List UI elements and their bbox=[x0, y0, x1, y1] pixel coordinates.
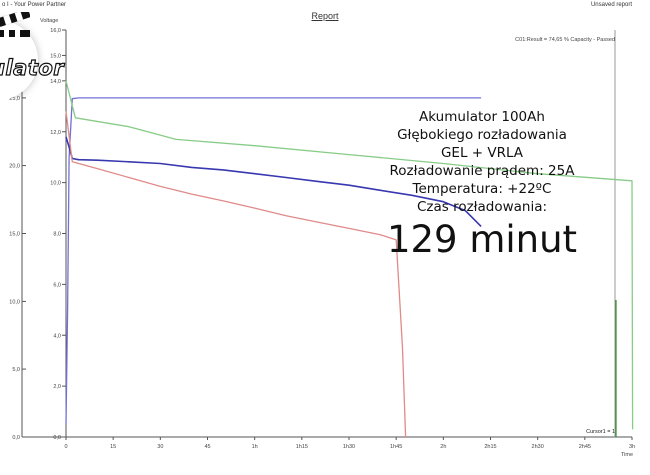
y-tick-label: 8,0 bbox=[53, 232, 61, 238]
cursor-label: Cursor1 = 1 bbox=[586, 429, 615, 435]
y2-tick-label: 0,0 bbox=[12, 435, 20, 441]
x-axis-label: Time bbox=[621, 452, 633, 458]
logo: ulator bbox=[0, 12, 85, 98]
x-tick-label: 30 bbox=[157, 444, 163, 450]
series-line-4 bbox=[65, 111, 407, 438]
info-temperature: Temperatura: +22ºC bbox=[412, 181, 552, 197]
series-line-1 bbox=[65, 97, 482, 425]
x-tick-label: 2h15 bbox=[484, 444, 496, 450]
x-tick-label: 2h bbox=[440, 444, 446, 450]
info-discharge-time: 129 minut bbox=[386, 218, 578, 261]
x-tick-label: 1h bbox=[252, 444, 258, 450]
y-tick-label: 2,0 bbox=[53, 384, 61, 390]
info-technology: GEL + VRLA bbox=[440, 145, 524, 161]
window-title-bar: o I - Your Power Partner Report Unsaved … bbox=[0, 0, 650, 21]
logo-text: ulator bbox=[0, 55, 65, 80]
y-tick-label: 6,0 bbox=[53, 282, 61, 288]
info-current: Rozładowanie prądem: 25A bbox=[389, 163, 575, 179]
series-line-3 bbox=[65, 136, 482, 227]
chart-title: C01:Result = 74,65 % Capacity - Passed bbox=[515, 37, 615, 43]
y-tick-label: 14,0 bbox=[50, 79, 61, 85]
app-title: o I - Your Power Partner bbox=[2, 2, 67, 8]
x-tick-label: 2h30 bbox=[532, 444, 544, 450]
info-battery: Akumulator 100Ah bbox=[419, 109, 545, 125]
clapperboard-icon bbox=[0, 12, 30, 37]
x-tick-label: 3h bbox=[629, 444, 635, 450]
y-tick-label: 0,0 bbox=[53, 435, 61, 441]
unsaved-report-label: Unsaved report bbox=[590, 2, 632, 8]
y-tick-label: 10,0 bbox=[50, 181, 61, 187]
y2-tick-label: 25,0 bbox=[9, 96, 20, 102]
y-axis-label: Voltage bbox=[40, 18, 58, 24]
x-tick-label: 2h45 bbox=[579, 444, 591, 450]
y2-tick-label: 5,0 bbox=[12, 367, 20, 373]
y-tick-label: 4,0 bbox=[53, 333, 61, 339]
y-tick-label: 12,0 bbox=[50, 130, 61, 136]
y2-tick-label: 20,0 bbox=[9, 164, 20, 170]
x-tick-label: 1h45 bbox=[390, 444, 402, 450]
y2-tick-label: 15,0 bbox=[9, 232, 20, 238]
x-tick-label: 1h15 bbox=[296, 444, 308, 450]
x-tick-label: 1h30 bbox=[343, 444, 355, 450]
y-tick-label: 15,0 bbox=[50, 53, 61, 59]
x-tick-label: 15 bbox=[110, 444, 116, 450]
x-tick-label: 0 bbox=[64, 444, 67, 450]
series-line-2 bbox=[65, 80, 634, 430]
info-discharge-type: Głębokiego rozładowania bbox=[397, 127, 567, 143]
info-time-label: Czas rozładowania: bbox=[416, 199, 548, 215]
report-title[interactable]: Report bbox=[311, 11, 339, 21]
info-panel: Akumulator 100Ah Głębokiego rozładowania… bbox=[372, 108, 592, 262]
y2-tick-label: 10,0 bbox=[9, 299, 20, 305]
y-tick-label: 16,0 bbox=[50, 28, 61, 34]
x-tick-label: 45 bbox=[204, 444, 210, 450]
